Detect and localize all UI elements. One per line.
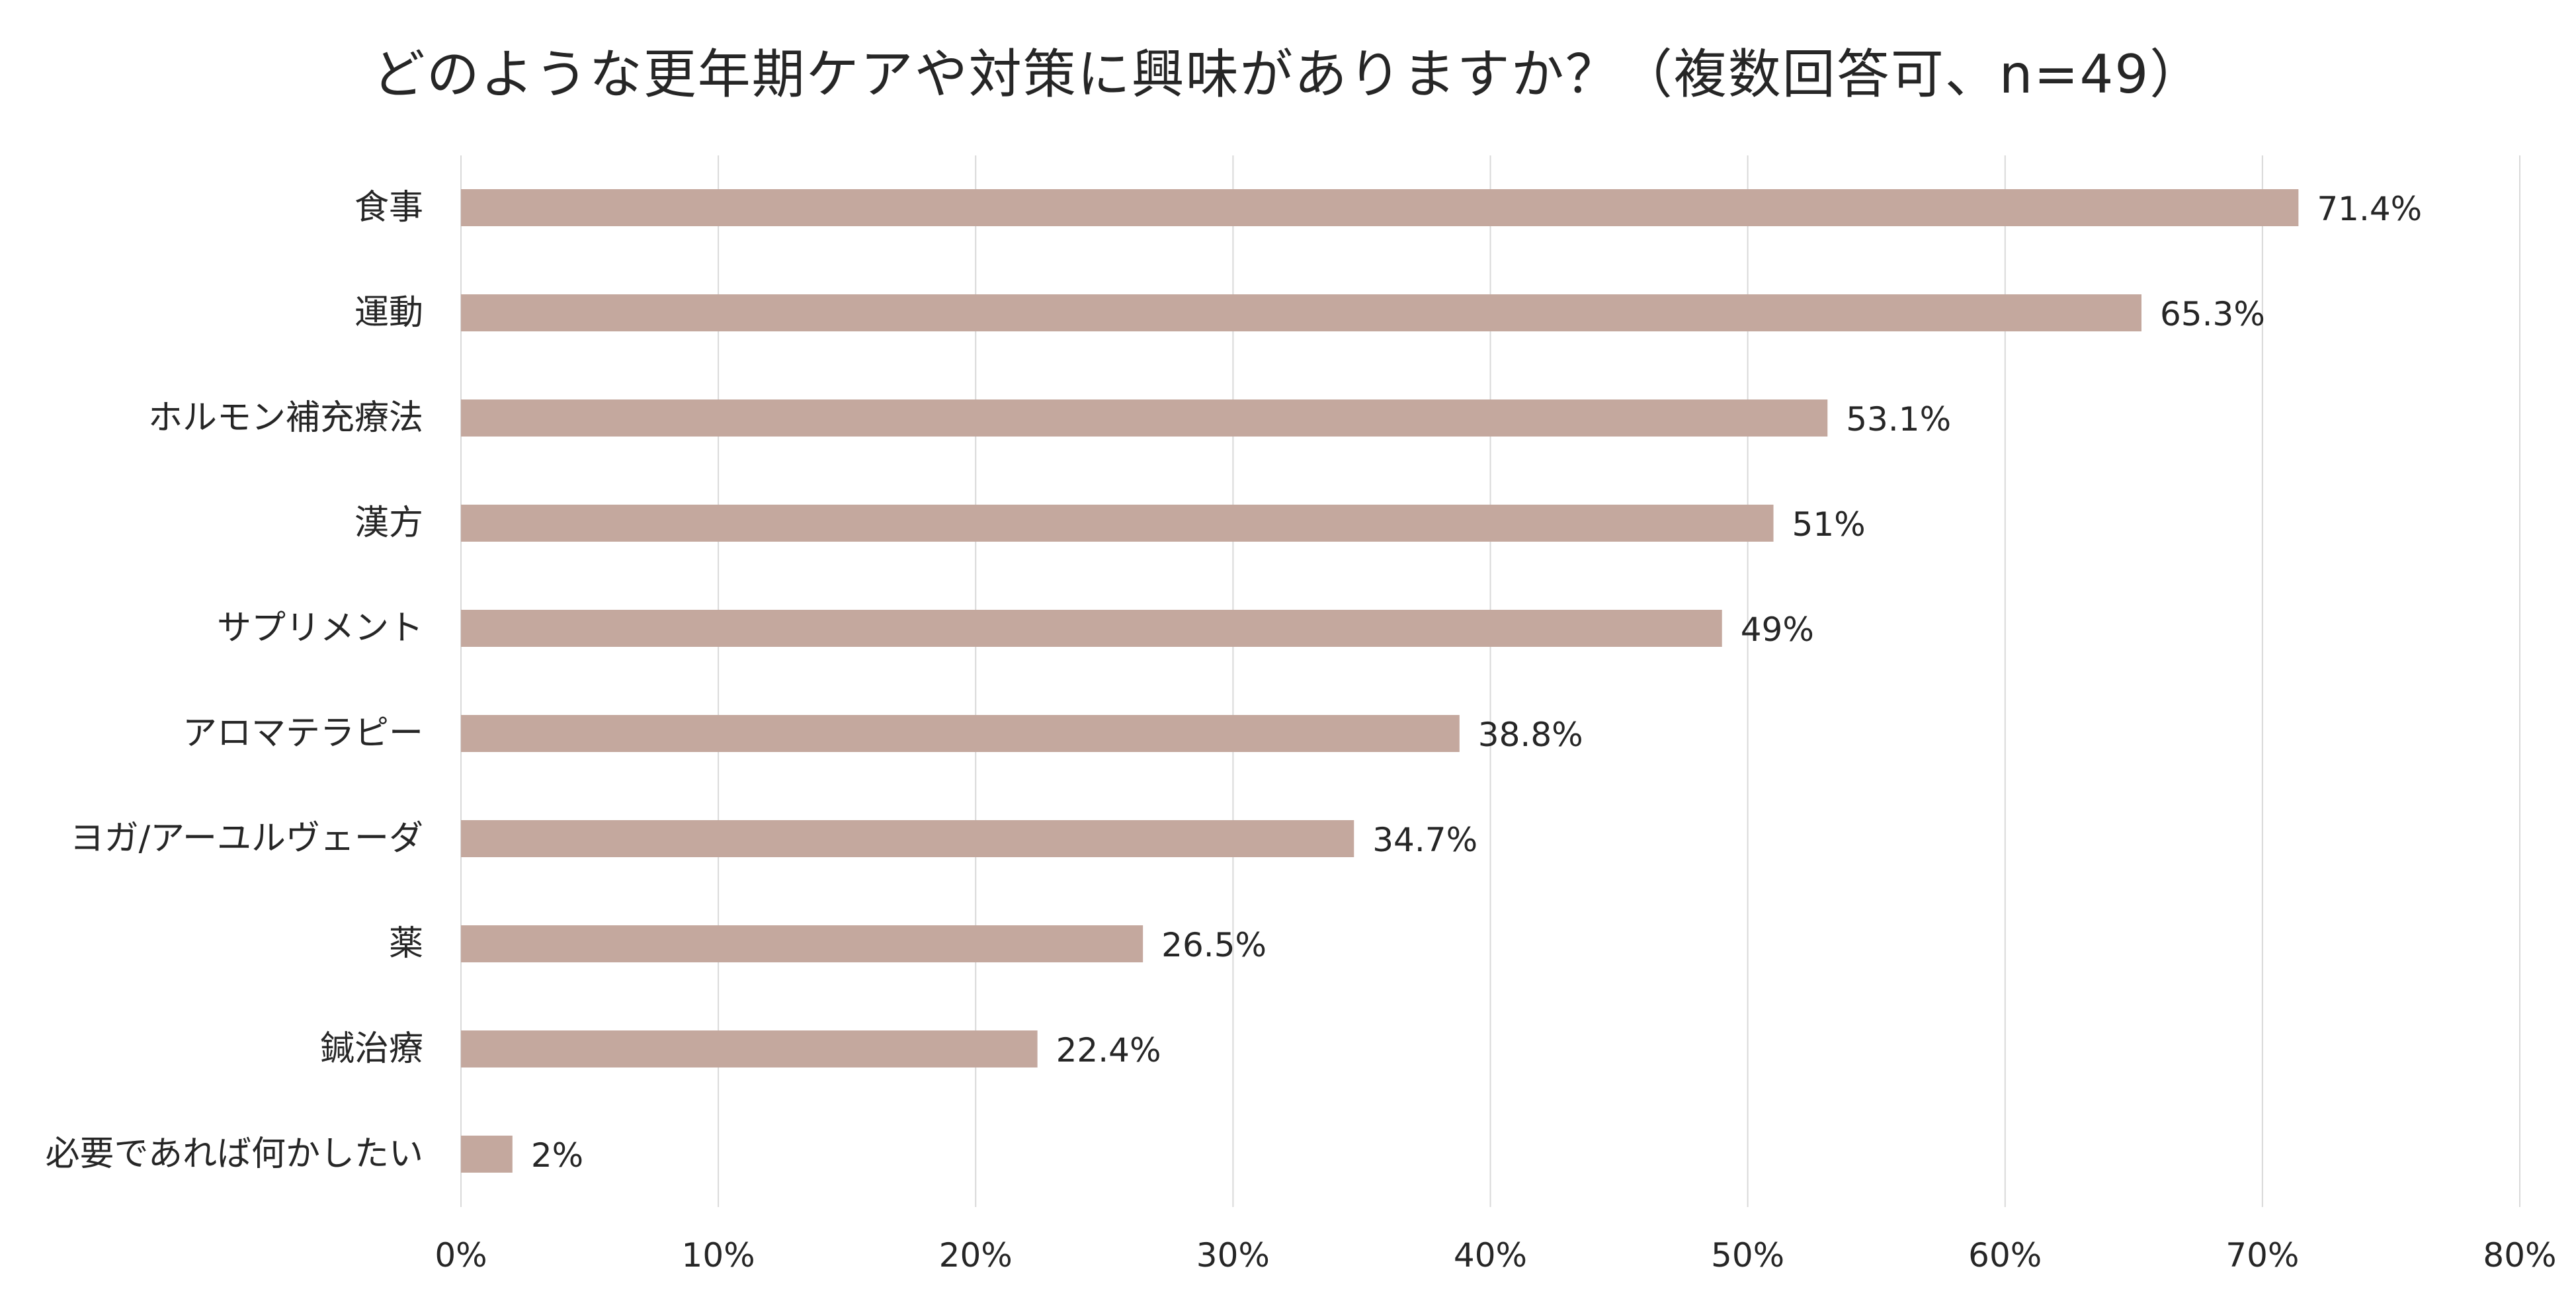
category-label: 食事 — [354, 188, 423, 228]
x-tick-label: 20% — [939, 1236, 1013, 1275]
value-label: 34.7% — [1372, 821, 1477, 859]
category-label: 鍼治療 — [320, 1029, 423, 1069]
bar — [461, 505, 1774, 542]
category-label: アロマテラピー — [183, 714, 423, 753]
bar — [461, 1030, 1038, 1067]
category-label: 薬 — [389, 924, 423, 964]
x-tick-label: 30% — [1196, 1236, 1270, 1275]
x-tick-label: 0% — [435, 1236, 487, 1275]
value-label: 2% — [531, 1136, 583, 1175]
category-label: ホルモン補充療法 — [148, 398, 423, 438]
value-label: 71.4% — [2317, 190, 2422, 228]
category-label: サプリメント — [217, 608, 423, 648]
x-tick-label: 80% — [2483, 1236, 2556, 1275]
bar — [461, 1136, 513, 1173]
bar — [461, 294, 2141, 331]
x-tick-label: 50% — [1711, 1236, 1784, 1275]
value-label: 26.5% — [1161, 926, 1267, 964]
category-label: 運動 — [354, 293, 423, 333]
category-label: ヨガ/アーユルヴェーダ — [70, 819, 423, 858]
value-label: 65.3% — [2160, 295, 2265, 333]
bar — [461, 925, 1143, 962]
bar — [461, 189, 2299, 226]
x-tick-label: 60% — [1968, 1236, 2042, 1275]
labels: 0% 10% 20% 30% 40% 50% 60% 70% 80% 食事 71.4% 運動 65.3%… — [46, 188, 2557, 1275]
bar — [461, 715, 1460, 752]
value-label: 53.1% — [1846, 400, 1951, 439]
bar — [461, 399, 1828, 437]
bars — [461, 189, 2299, 1173]
x-tick-label: 70% — [2225, 1236, 2299, 1275]
x-tick-label: 40% — [1454, 1236, 1527, 1275]
chart-title: どのような更年期ケアや対策に興味がありますか？（複数回答可、n=49） — [372, 44, 2204, 105]
category-label: 必要であれば何かしたい — [46, 1134, 423, 1174]
value-label: 38.8% — [1478, 716, 1583, 754]
value-label: 49% — [1741, 610, 1814, 649]
x-tick-label: 10% — [682, 1236, 755, 1275]
value-label: 22.4% — [1056, 1031, 1161, 1069]
value-label: 51% — [1792, 505, 1866, 544]
category-label: 漢方 — [354, 503, 423, 543]
bar — [461, 820, 1354, 857]
bar — [461, 610, 1722, 647]
